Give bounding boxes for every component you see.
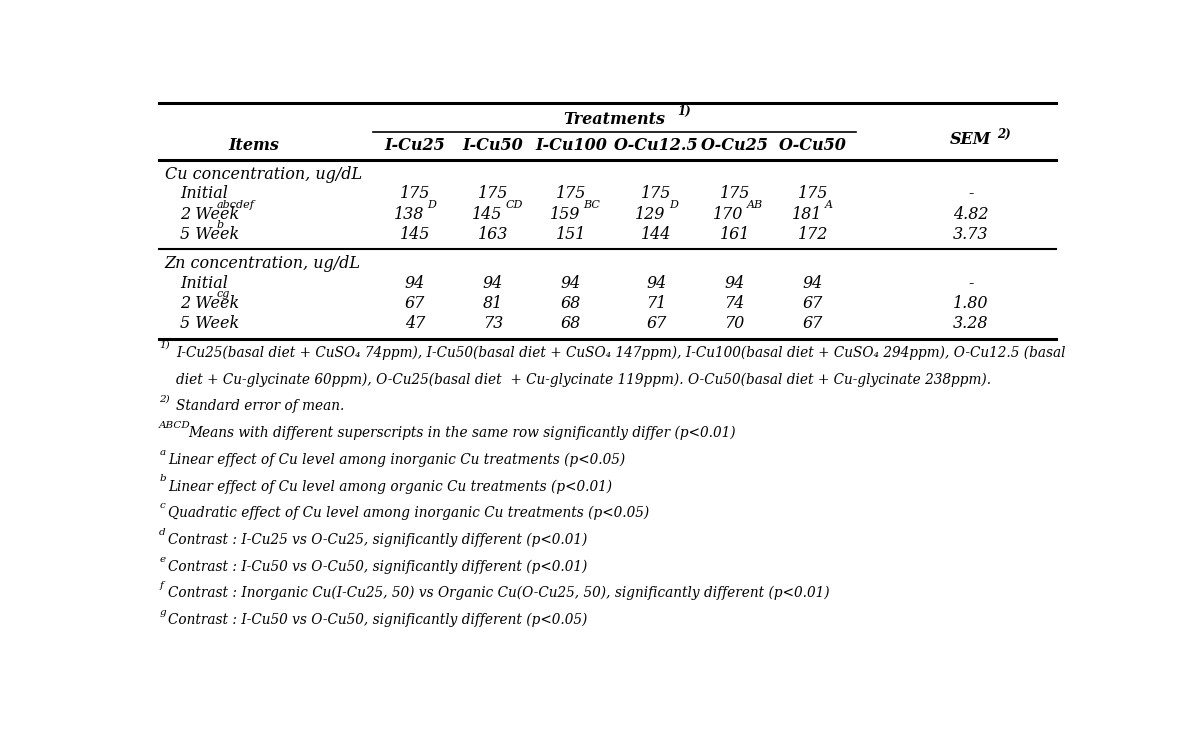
- Text: 175: 175: [720, 185, 750, 202]
- Text: O-Cu50: O-Cu50: [779, 137, 847, 154]
- Text: 68: 68: [561, 295, 581, 312]
- Text: cg: cg: [217, 290, 230, 299]
- Text: Standard error of mean.: Standard error of mean.: [176, 400, 344, 413]
- Text: 2): 2): [159, 394, 170, 403]
- Text: 94: 94: [404, 274, 425, 292]
- Text: Means with different superscripts in the same row significantly differ (p<0.01): Means with different superscripts in the…: [187, 426, 735, 440]
- Text: 67: 67: [803, 315, 823, 333]
- Text: 175: 175: [642, 185, 671, 202]
- Text: 151: 151: [556, 226, 586, 243]
- Text: e: e: [159, 554, 165, 563]
- Text: 94: 94: [646, 274, 667, 292]
- Text: I-Cu100: I-Cu100: [535, 137, 607, 154]
- Text: 73: 73: [483, 315, 503, 333]
- Text: 145: 145: [400, 226, 431, 243]
- Text: ABCD: ABCD: [159, 421, 191, 430]
- Text: b: b: [217, 220, 224, 230]
- Text: 67: 67: [404, 295, 425, 312]
- Text: 1): 1): [159, 341, 170, 350]
- Text: 3.28: 3.28: [954, 315, 989, 333]
- Text: 3.73: 3.73: [954, 226, 989, 243]
- Text: 4.82: 4.82: [954, 206, 989, 222]
- Text: abcdef: abcdef: [217, 200, 254, 210]
- Text: 175: 175: [556, 185, 586, 202]
- Text: O-Cu12.5: O-Cu12.5: [614, 137, 699, 154]
- Text: Contrast : I-Cu50 vs O-Cu50, significantly different (p<0.01): Contrast : I-Cu50 vs O-Cu50, significant…: [168, 559, 588, 574]
- Text: d: d: [159, 528, 166, 537]
- Text: 94: 94: [483, 274, 503, 292]
- Text: 5 Week: 5 Week: [180, 315, 240, 333]
- Text: Items: Items: [229, 137, 280, 154]
- Text: 144: 144: [642, 226, 671, 243]
- Text: 163: 163: [478, 226, 508, 243]
- Text: 159: 159: [549, 206, 580, 222]
- Text: Zn concentration, ug/dL: Zn concentration, ug/dL: [165, 255, 361, 272]
- Text: 161: 161: [720, 226, 750, 243]
- Text: 138: 138: [394, 206, 423, 222]
- Text: 175: 175: [798, 185, 828, 202]
- Text: Contrast : I-Cu50 vs O-Cu50, significantly different (p<0.05): Contrast : I-Cu50 vs O-Cu50, significant…: [168, 613, 588, 627]
- Text: I-Cu25(basal diet + CuSO₄ 74ppm), I-Cu50(basal diet + CuSO₄ 147ppm), I-Cu100(bas: I-Cu25(basal diet + CuSO₄ 74ppm), I-Cu50…: [176, 345, 1065, 360]
- Text: g: g: [159, 608, 166, 617]
- Text: 94: 94: [561, 274, 581, 292]
- Text: Contrast : Inorganic Cu(I-Cu25, 50) vs Organic Cu(O-Cu25, 50), significantly dif: Contrast : Inorganic Cu(I-Cu25, 50) vs O…: [168, 586, 830, 600]
- Text: Linear effect of Cu level among organic Cu treatments (p<0.01): Linear effect of Cu level among organic …: [168, 480, 613, 494]
- Text: 175: 175: [400, 185, 431, 202]
- Text: -: -: [968, 185, 974, 202]
- Text: Initial: Initial: [180, 185, 228, 202]
- Text: 2 Week: 2 Week: [180, 295, 240, 312]
- Text: D: D: [427, 200, 436, 210]
- Text: 145: 145: [472, 206, 502, 222]
- Text: Linear effect of Cu level among inorganic Cu treatments (p<0.05): Linear effect of Cu level among inorgani…: [168, 452, 626, 467]
- Text: I-Cu25: I-Cu25: [384, 137, 445, 154]
- Text: Cu concentration, ug/dL: Cu concentration, ug/dL: [165, 166, 362, 183]
- Text: 67: 67: [803, 295, 823, 312]
- Text: 170: 170: [713, 206, 744, 222]
- Text: 2 Week: 2 Week: [180, 206, 240, 222]
- Text: 94: 94: [725, 274, 745, 292]
- Text: 47: 47: [404, 315, 425, 333]
- Text: 1): 1): [677, 105, 691, 118]
- Text: 81: 81: [483, 295, 503, 312]
- Text: O-Cu25: O-Cu25: [701, 137, 769, 154]
- Text: 94: 94: [803, 274, 823, 292]
- Text: 175: 175: [478, 185, 508, 202]
- Text: Contrast : I-Cu25 vs O-Cu25, significantly different (p<0.01): Contrast : I-Cu25 vs O-Cu25, significant…: [168, 532, 588, 547]
- Text: 68: 68: [561, 315, 581, 333]
- Text: CD: CD: [505, 200, 523, 210]
- Text: 74: 74: [725, 295, 745, 312]
- Text: f: f: [159, 581, 164, 590]
- Text: c: c: [159, 501, 165, 510]
- Text: b: b: [159, 474, 166, 483]
- Text: BC: BC: [584, 200, 600, 210]
- Text: AB: AB: [747, 200, 764, 210]
- Text: 5 Week: 5 Week: [180, 226, 240, 243]
- Text: diet + Cu-glycinate 60ppm), O-Cu25(basal diet  + Cu-glycinate 119ppm). O-Cu50(ba: diet + Cu-glycinate 60ppm), O-Cu25(basal…: [176, 372, 991, 387]
- Text: 70: 70: [725, 315, 745, 333]
- Text: Quadratic effect of Cu level among inorganic Cu treatments (p<0.05): Quadratic effect of Cu level among inorg…: [168, 506, 650, 520]
- Text: D: D: [669, 200, 678, 210]
- Text: SEM: SEM: [950, 131, 991, 149]
- Text: A: A: [825, 200, 834, 210]
- Text: Treatments: Treatments: [563, 111, 665, 128]
- Text: 2): 2): [996, 127, 1010, 140]
- Text: Initial: Initial: [180, 274, 228, 292]
- Text: 67: 67: [646, 315, 667, 333]
- Text: I-Cu50: I-Cu50: [463, 137, 523, 154]
- Text: 172: 172: [798, 226, 828, 243]
- Text: 181: 181: [791, 206, 822, 222]
- Text: 129: 129: [636, 206, 665, 222]
- Text: -: -: [968, 274, 974, 292]
- Text: 1.80: 1.80: [954, 295, 989, 312]
- Text: 71: 71: [646, 295, 667, 312]
- Text: a: a: [159, 448, 165, 457]
